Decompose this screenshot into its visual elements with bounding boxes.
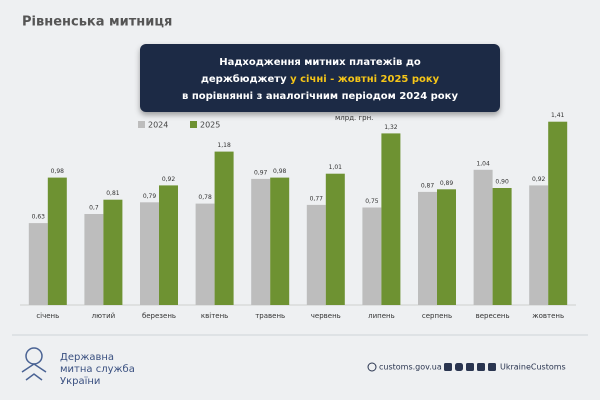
bar	[103, 199, 123, 305]
web-icon	[367, 362, 377, 372]
value-label: 0,81	[106, 190, 120, 197]
org-name: України	[60, 376, 100, 387]
value-label: 0,77	[310, 195, 324, 202]
org-name: Державна	[60, 352, 114, 363]
bar	[84, 214, 104, 305]
site[interactable]: customs.gov.ua	[379, 363, 442, 372]
x-tick-label: серпень	[422, 312, 452, 320]
bar	[28, 223, 48, 305]
bar	[306, 204, 326, 305]
x-tick-label: вересень	[476, 312, 510, 320]
bar	[473, 169, 493, 305]
x-tick-label: лютий	[92, 312, 116, 320]
value-label: 0,78	[198, 194, 212, 201]
value-label: 0,92	[532, 176, 546, 183]
value-label: 0,92	[162, 176, 176, 183]
value-label: 0,98	[273, 168, 287, 175]
title-box	[140, 44, 500, 112]
legend-label: 2024	[148, 121, 168, 130]
legend: 2024 2025	[138, 121, 220, 130]
x-tick-label: березень	[142, 312, 176, 320]
social-icons	[444, 363, 496, 371]
bar	[195, 203, 215, 305]
bar	[159, 185, 178, 305]
bar	[325, 173, 345, 305]
title-line: в порівнянні з аналогічним періодом 2024…	[182, 91, 458, 102]
bar	[437, 189, 456, 305]
bar	[362, 207, 382, 305]
value-label: 0,90	[495, 179, 509, 186]
legend-swatch	[138, 121, 145, 128]
bar	[418, 191, 437, 305]
unit-label: млрд. грн.	[335, 114, 373, 122]
value-label: 0,79	[143, 193, 157, 200]
x-tick-label: травень	[255, 312, 285, 320]
value-label: 0,97	[254, 169, 268, 176]
bar	[492, 188, 512, 305]
value-label: 0,98	[51, 168, 65, 175]
bar	[548, 121, 568, 305]
x-tick-label: липень	[368, 312, 395, 320]
title-line: держбюджету у січні - жовтні 2025 року	[201, 73, 440, 85]
logo	[21, 347, 47, 381]
org-name: митна служба	[60, 364, 135, 375]
value-label: 1,41	[551, 112, 565, 119]
value-label: 1,32	[384, 124, 398, 131]
bar	[251, 178, 271, 305]
title-highlight: у січні - жовтні 2025 року	[290, 74, 440, 85]
handle[interactable]: UkraineCustoms	[500, 363, 566, 372]
bar	[529, 185, 549, 305]
title-part: держбюджету	[201, 73, 287, 85]
value-label: 0,7	[89, 205, 99, 212]
plot: січень 0,63 0,98 лютий 0,7 0,81 березень 0,79 0,…	[20, 112, 576, 320]
x-tick-label: квітень	[201, 312, 228, 320]
value-label: 1,04	[476, 160, 490, 167]
header: Рівненська митниця	[22, 15, 172, 30]
value-label: 1,18	[217, 142, 231, 149]
value-label: 0,89	[440, 180, 454, 187]
bar	[214, 151, 234, 305]
value-label: 0,75	[365, 198, 379, 205]
legend-swatch	[190, 121, 197, 128]
value-label: 1,01	[329, 164, 343, 171]
value-label: 0,87	[421, 182, 435, 189]
title-line: Надходження митних платежів до	[219, 57, 421, 68]
bar	[47, 177, 67, 305]
bar	[381, 133, 401, 305]
bar	[140, 202, 159, 305]
x-tick-label: червень	[311, 312, 341, 320]
x-tick-label: жовтень	[532, 312, 564, 320]
bar	[270, 177, 290, 305]
legend-label: 2025	[200, 121, 220, 130]
x-tick-label: січень	[36, 312, 59, 320]
value-label: 0,63	[32, 214, 46, 221]
